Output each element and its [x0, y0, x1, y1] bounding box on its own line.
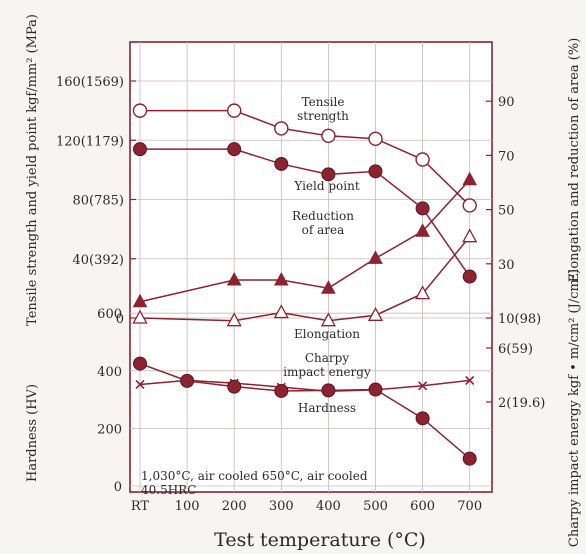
y-left-axis-label: Tensile strength and yield point kgf/mm²…	[25, 14, 40, 326]
series-line	[139, 362, 471, 460]
data-point-filled-circle	[368, 164, 383, 179]
data-point-open-triangle	[367, 306, 384, 321]
label-yield-point: Yield point	[293, 179, 359, 193]
data-point-open-triangle	[226, 312, 242, 327]
data-point-open-triangle	[462, 228, 478, 243]
y-left-tick-label: 40(392)	[73, 253, 125, 268]
charpy-tick-label: 6(59)	[498, 342, 533, 357]
y-right-axis-label: Elongation and reduction of area (%)	[567, 38, 582, 283]
axis-ticks: 160(1569)120(1179)80(785)40(392)06004002…	[56, 75, 545, 514]
data-point-filled-circle	[462, 269, 477, 284]
x-tick-label: 600	[410, 499, 435, 514]
x-marker-stroke	[465, 375, 475, 385]
data-point-filled-triangle	[368, 250, 383, 264]
data-point-filled-circle	[133, 356, 147, 371]
data-series	[132, 103, 478, 466]
series-yield-point	[133, 142, 477, 284]
data-point-filled-triangle	[415, 223, 430, 237]
data-point-open-circle	[368, 131, 383, 146]
data-point-open-circle	[274, 121, 289, 136]
data-point-filled-triangle	[462, 171, 478, 186]
data-point-filled-triangle	[273, 272, 289, 286]
x-marker-stroke	[418, 381, 428, 391]
data-point-filled-circle	[462, 451, 477, 466]
y-right-tick-label: 90	[498, 95, 515, 110]
data-point-filled-triangle	[321, 280, 336, 294]
data-point-x	[465, 375, 475, 385]
condition-note-1: 1,030°C, air cooled 650°C, air cooled	[141, 469, 368, 483]
data-point-open-circle	[321, 128, 336, 144]
label-reduction: Reduction	[292, 209, 354, 223]
hardness-tick-label: 600	[97, 307, 122, 322]
data-point-filled-circle	[415, 201, 430, 216]
label-reduction-2: of area	[302, 223, 345, 237]
series-line	[139, 379, 470, 392]
data-point-open-circle	[462, 198, 477, 213]
x-tick-label: 100	[175, 499, 200, 514]
x-tick-label: RT	[131, 499, 150, 514]
data-point-filled-triangle	[226, 272, 242, 286]
x-tick-label: 700	[457, 499, 482, 514]
x-tick-label: 200	[222, 499, 247, 514]
y-right-tick-label: 70	[498, 149, 515, 164]
label-tensile-2: strength	[297, 109, 349, 123]
data-point-open-circle	[226, 103, 242, 118]
data-point-x	[135, 379, 145, 390]
data-point-x	[418, 381, 428, 391]
x-tick-label: 500	[363, 499, 388, 514]
data-point-filled-triangle	[132, 293, 148, 308]
series-tensile-strength	[132, 103, 477, 213]
y-left-tick-label: 160(1569)	[56, 75, 124, 90]
data-point-filled-circle	[133, 142, 147, 157]
label-hardness: Hardness	[298, 401, 356, 415]
data-point-filled-circle	[227, 142, 242, 157]
label-charpy-2: impact energy	[283, 365, 371, 379]
y-right-tick-label: 50	[498, 204, 515, 219]
charpy-tick-label: 2(19.6)	[498, 396, 545, 411]
data-point-filled-circle	[227, 379, 242, 394]
data-point-filled-circle	[274, 156, 289, 171]
data-point-filled-circle	[321, 383, 336, 398]
data-point-filled-circle	[321, 167, 336, 182]
x-marker-stroke	[135, 379, 145, 390]
y-left-tick-label: 80(785)	[73, 194, 125, 209]
y-left-tick-label: 0	[116, 312, 124, 327]
label-charpy: Charpy	[305, 351, 349, 365]
series-hardness	[133, 356, 477, 466]
data-point-open-triangle	[415, 285, 431, 300]
charpy-axis-label: Charpy impact energy kgf • m/cm² (J/cm²)	[567, 269, 582, 547]
label-tensile: Tensile	[302, 95, 345, 109]
data-point-filled-circle	[274, 383, 289, 398]
data-point-open-circle	[132, 103, 148, 118]
data-point-filled-circle	[415, 411, 430, 426]
hardness-axis-label: Hardness (HV)	[25, 384, 40, 482]
label-elongation: Elongation	[294, 327, 360, 341]
hardness-tick-label: 0	[114, 480, 122, 495]
x-tick-label: 400	[316, 499, 341, 514]
data-point-open-triangle	[132, 309, 148, 324]
hardness-tick-label: 400	[97, 365, 122, 380]
y-left-tick-label: 120(1179)	[56, 134, 124, 149]
data-point-filled-circle	[368, 382, 383, 397]
chart-frame	[129, 41, 493, 493]
data-point-open-triangle	[320, 312, 336, 327]
x-tick-label: 300	[269, 499, 294, 514]
data-point-filled-circle	[180, 373, 195, 388]
hardness-tick-label: 200	[97, 422, 122, 437]
condition-note-2: 40.5HRC	[141, 483, 196, 497]
series-elongation	[132, 228, 478, 327]
x-axis-label: Test temperature (°C)	[214, 529, 426, 551]
data-point-open-circle	[415, 152, 430, 167]
y-right-tick-label: 30	[498, 258, 515, 273]
series-reduction-of-area	[132, 171, 478, 308]
data-point-open-triangle	[273, 304, 289, 319]
y-right-tick-label: 10(98)	[498, 312, 541, 327]
plot-frame	[129, 41, 493, 493]
